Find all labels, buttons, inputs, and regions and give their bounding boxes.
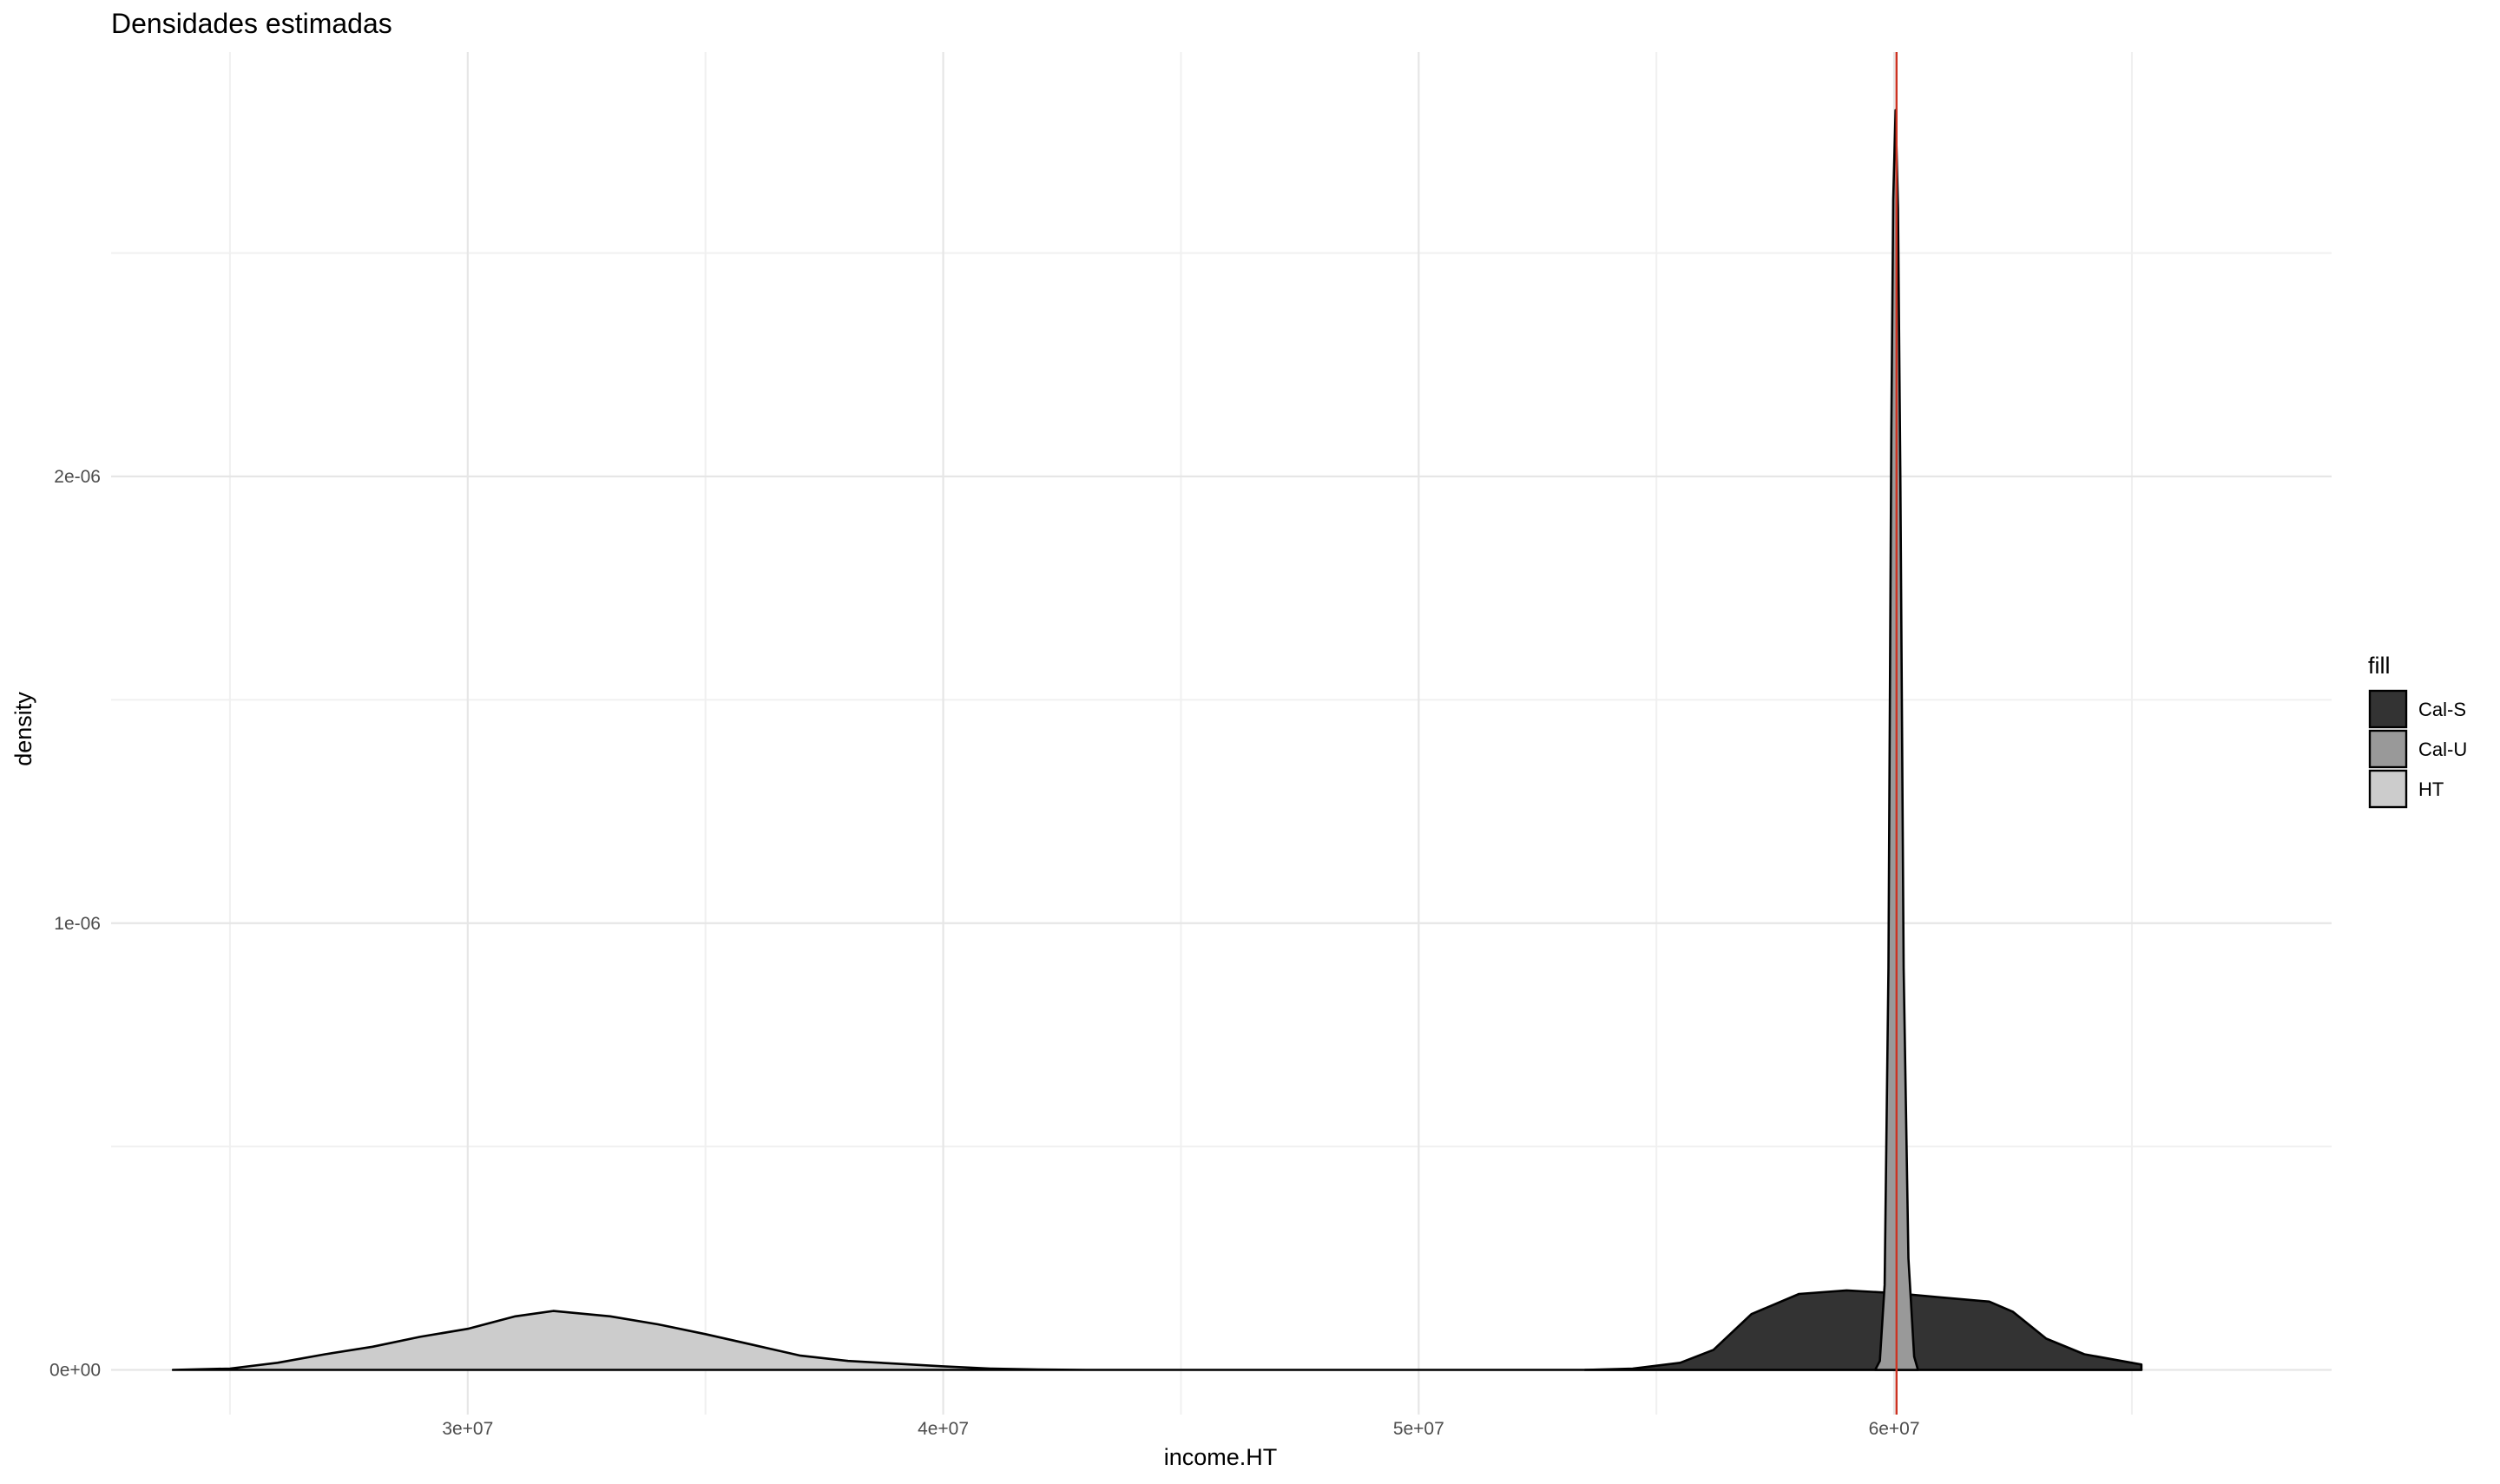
grid-minor	[111, 52, 2332, 1415]
legend-key-ht	[2368, 769, 2408, 809]
density-area-cal-s	[1583, 1289, 2143, 1371]
legend-key-cal-s	[2368, 689, 2408, 729]
legend-title: fill	[2368, 653, 2391, 679]
x-tick-label: 5e+07	[1393, 1419, 1444, 1439]
legend: fill Cal-S Cal-U HT	[2368, 653, 2467, 809]
legend-label-cal-s: Cal-S	[2418, 699, 2466, 720]
legend-key-cal-u	[2368, 729, 2408, 769]
x-tick-label: 4e+07	[918, 1419, 969, 1439]
chart-title: Densidades estimadas	[111, 8, 392, 39]
legend-label-cal-u: Cal-U	[2418, 739, 2467, 760]
legend-label-ht: HT	[2418, 778, 2444, 800]
y-axis-label: density	[10, 692, 36, 766]
y-tick-label: 1e-06	[54, 914, 101, 934]
x-tick-label: 3e+07	[442, 1419, 493, 1439]
y-tick-labels: 0e+00 1e-06 2e-06	[49, 467, 101, 1381]
y-tick-label: 0e+00	[49, 1361, 101, 1381]
x-tick-label: 6e+07	[1869, 1419, 1920, 1439]
x-tick-labels: 3e+07 4e+07 5e+07 6e+07	[442, 1419, 1919, 1439]
grid-major	[111, 52, 2332, 1415]
x-axis-label: income.HT	[1164, 1444, 1278, 1470]
y-tick-label: 2e-06	[54, 467, 101, 487]
